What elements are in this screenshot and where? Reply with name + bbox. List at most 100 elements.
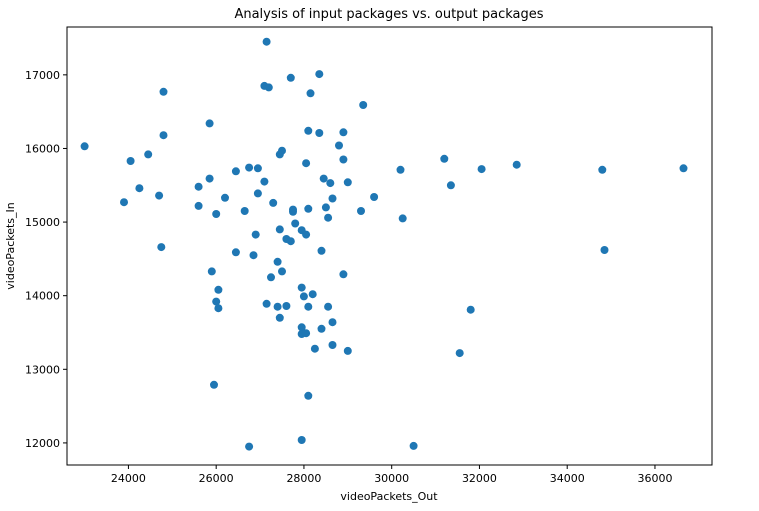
data-point xyxy=(326,179,335,188)
data-point xyxy=(275,313,284,322)
data-point xyxy=(264,83,273,92)
data-point xyxy=(275,225,284,234)
data-point xyxy=(126,157,135,165)
data-point xyxy=(155,191,164,200)
data-point xyxy=(398,214,407,223)
data-point xyxy=(477,165,486,174)
x-tick-label: 32000 xyxy=(462,472,497,485)
y-tick-label: 16000 xyxy=(25,142,60,155)
data-point xyxy=(304,126,313,135)
data-point xyxy=(212,210,221,218)
data-point xyxy=(315,70,324,79)
data-point xyxy=(221,193,229,202)
data-point xyxy=(205,119,214,128)
data-point xyxy=(207,267,216,276)
data-point xyxy=(446,181,455,190)
data-point xyxy=(269,198,278,207)
data-point xyxy=(317,246,326,255)
y-tick-label: 17000 xyxy=(25,69,60,82)
data-point xyxy=(455,349,464,358)
data-point xyxy=(302,159,311,168)
data-point xyxy=(304,302,313,311)
data-point xyxy=(249,251,258,260)
data-point xyxy=(308,290,317,299)
chart-title: Analysis of input packages vs. output pa… xyxy=(234,7,543,22)
x-tick-label: 34000 xyxy=(550,472,585,485)
data-point xyxy=(339,270,348,279)
data-point xyxy=(440,154,449,163)
data-point xyxy=(278,267,286,276)
data-point xyxy=(324,302,333,311)
data-point xyxy=(339,128,348,137)
data-point xyxy=(286,237,295,246)
data-point xyxy=(245,442,254,451)
x-tick-label: 36000 xyxy=(637,472,672,485)
data-point xyxy=(144,150,153,159)
data-point xyxy=(278,146,286,155)
y-axis: 12000 13000 14000 15000 16000 17000 xyxy=(25,69,67,450)
data-point xyxy=(357,207,365,215)
data-point xyxy=(324,213,333,222)
data-point xyxy=(315,129,324,137)
data-point xyxy=(343,178,352,187)
data-point xyxy=(328,194,337,203)
y-tick-label: 15000 xyxy=(25,216,60,229)
y-axis-label: videoPackets_In xyxy=(4,202,17,290)
data-point xyxy=(343,346,352,355)
data-point xyxy=(321,203,330,212)
data-point xyxy=(466,305,475,314)
data-point xyxy=(212,297,221,306)
data-point xyxy=(297,323,306,332)
data-point xyxy=(267,273,275,282)
data-point xyxy=(157,243,166,252)
data-point xyxy=(306,89,315,98)
data-point xyxy=(310,344,319,353)
data-point xyxy=(598,165,607,174)
data-point xyxy=(370,193,379,201)
data-point xyxy=(245,163,254,172)
data-point xyxy=(282,302,291,310)
x-axis-label: videoPackets_Out xyxy=(340,490,438,503)
data-point xyxy=(302,329,311,338)
data-point xyxy=(286,73,295,82)
points-layer xyxy=(80,37,688,451)
data-point xyxy=(240,207,249,215)
data-point xyxy=(328,341,337,349)
data-point xyxy=(135,184,144,193)
x-axis: 24000 26000 28000 30000 32000 34000 36000 xyxy=(111,465,672,485)
data-point xyxy=(159,131,168,140)
data-point xyxy=(210,380,218,389)
data-point xyxy=(253,164,262,173)
y-tick-label: 12000 xyxy=(25,437,60,450)
data-point xyxy=(302,230,311,239)
x-tick-label: 24000 xyxy=(111,472,146,485)
data-point xyxy=(205,174,214,183)
data-point xyxy=(359,101,368,109)
data-point xyxy=(396,165,405,174)
data-point xyxy=(304,204,313,213)
data-point xyxy=(297,436,306,444)
data-point xyxy=(317,324,326,333)
data-point xyxy=(262,37,271,46)
data-point xyxy=(159,87,168,96)
data-point xyxy=(299,292,308,301)
data-point xyxy=(600,246,609,254)
data-point xyxy=(289,207,297,216)
data-point xyxy=(231,248,240,257)
data-point xyxy=(304,391,313,400)
data-point xyxy=(679,164,688,173)
data-point xyxy=(409,441,418,450)
data-point xyxy=(339,155,348,164)
x-tick-label: 30000 xyxy=(374,472,409,485)
data-point xyxy=(291,219,300,228)
plot-frame xyxy=(66,26,713,466)
data-point xyxy=(231,167,240,176)
data-point xyxy=(214,285,223,294)
x-tick-label: 26000 xyxy=(199,472,234,485)
data-point xyxy=(262,299,271,308)
y-tick-label: 13000 xyxy=(25,363,60,376)
data-point xyxy=(512,160,521,169)
x-tick-label: 28000 xyxy=(286,472,321,485)
